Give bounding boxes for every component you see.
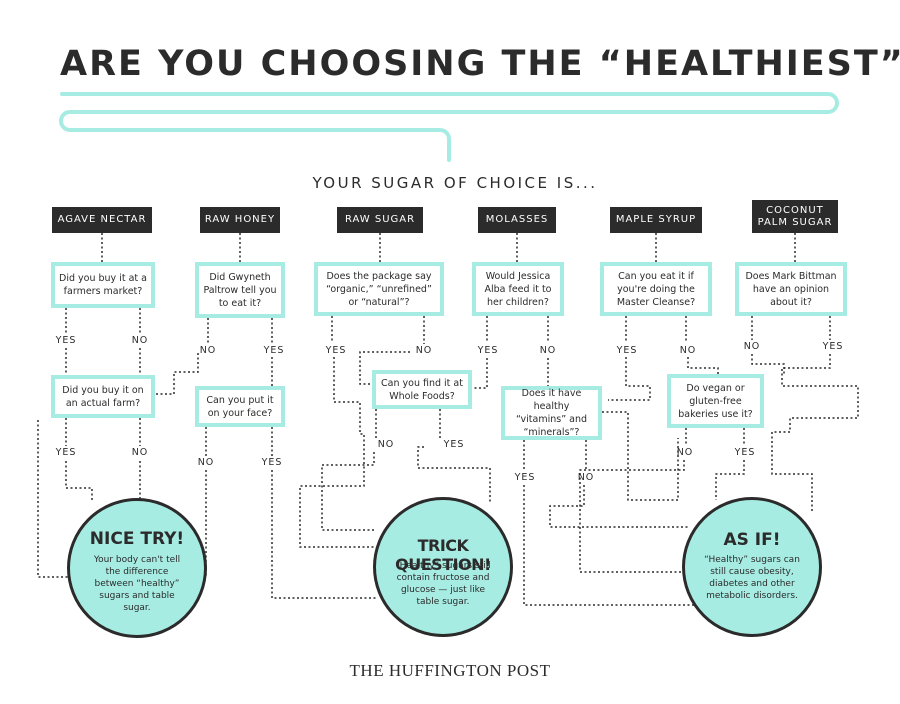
answer-yes-label: YES xyxy=(477,345,499,356)
question-mark-bittman: Does Mark Bittman have an opinion about … xyxy=(735,262,847,316)
question-on-your-face: Can you put it on your face? xyxy=(195,386,285,427)
answer-yes-label: YES xyxy=(325,345,347,356)
question-whole-foods: Can you find it at Whole Foods? xyxy=(372,370,472,409)
category-raw-sugar: RAW SUGAR xyxy=(337,207,423,233)
subtitle: YOUR SUGAR OF CHOICE IS... xyxy=(312,174,598,192)
question-actual-farm: Did you buy it on an actual farm? xyxy=(51,375,155,418)
question-master-cleanse: Can you eat it if you're doing the Maste… xyxy=(600,262,712,316)
question-vitamins-minerals: Does it have healthy “vitamins” and “min… xyxy=(501,386,602,440)
question-vegan-bakeries: Do vegan or gluten-free bakeries use it? xyxy=(667,374,764,428)
answer-yes-label: YES xyxy=(734,447,756,458)
page-title: ARE YOU CHOOSING THE “HEALTHIEST” SUGAR? xyxy=(60,44,900,84)
question-package-label: Does the package say “organic,” “unrefin… xyxy=(314,262,444,316)
question-jessica-alba: Would Jessica Alba feed it to her childr… xyxy=(472,262,564,316)
outcome-body: “Healthy” sugars still contain fructose … xyxy=(395,561,491,607)
outcome-nice-try: NICE TRY! Your body can't tell the diffe… xyxy=(67,498,207,638)
question-farmers-market: Did you buy it at a farmers market? xyxy=(51,262,155,308)
category-maple-syrup: MAPLE SYRUP xyxy=(610,207,702,233)
outcome-body: “Healthy” sugars can still cause obesity… xyxy=(704,555,800,601)
answer-no-label: NO xyxy=(197,457,215,468)
answer-no-label: NO xyxy=(679,345,697,356)
category-agave-nectar: AGAVE NECTAR xyxy=(52,207,152,233)
outcome-title: NICE TRY! xyxy=(89,529,185,549)
answer-yes-label: YES xyxy=(263,345,285,356)
answer-no-label: NO xyxy=(131,335,149,346)
answer-yes-label: YES xyxy=(822,341,844,352)
title-pipe xyxy=(59,92,839,162)
answer-yes-label: YES xyxy=(443,439,465,450)
outcome-title: AS IF! xyxy=(723,530,781,550)
category-raw-honey: RAW HONEY xyxy=(200,207,280,233)
category-coconut-palm-sugar: COCONUT PALM SUGAR xyxy=(752,200,838,233)
outcome-trick-question: TRICK QUESTION! “Healthy” sugars still c… xyxy=(373,497,513,637)
outcome-title: TRICK QUESTION! xyxy=(395,536,491,574)
answer-yes-label: YES xyxy=(261,457,283,468)
answer-no-label: NO xyxy=(676,447,694,458)
answer-no-label: NO xyxy=(199,345,217,356)
outcome-as-if: AS IF! “Healthy” sugars can still cause … xyxy=(682,497,822,637)
answer-yes-label: YES xyxy=(616,345,638,356)
answer-no-label: NO xyxy=(539,345,557,356)
answer-yes-label: YES xyxy=(514,472,536,483)
answer-yes-label: YES xyxy=(55,447,77,458)
answer-no-label: NO xyxy=(131,447,149,458)
answer-no-label: NO xyxy=(577,472,595,483)
publisher-footer: THE HUFFINGTON POST xyxy=(349,661,551,680)
category-molasses: MOLASSES xyxy=(478,207,556,233)
outcome-body: Your body can't tell the difference betw… xyxy=(93,555,181,613)
answer-no-label: NO xyxy=(743,341,761,352)
question-gwyneth-paltrow: Did Gwyneth Paltrow tell you to eat it? xyxy=(195,262,285,318)
answer-no-label: NO xyxy=(377,439,395,450)
answer-yes-label: YES xyxy=(55,335,77,346)
answer-no-label: NO xyxy=(415,345,433,356)
